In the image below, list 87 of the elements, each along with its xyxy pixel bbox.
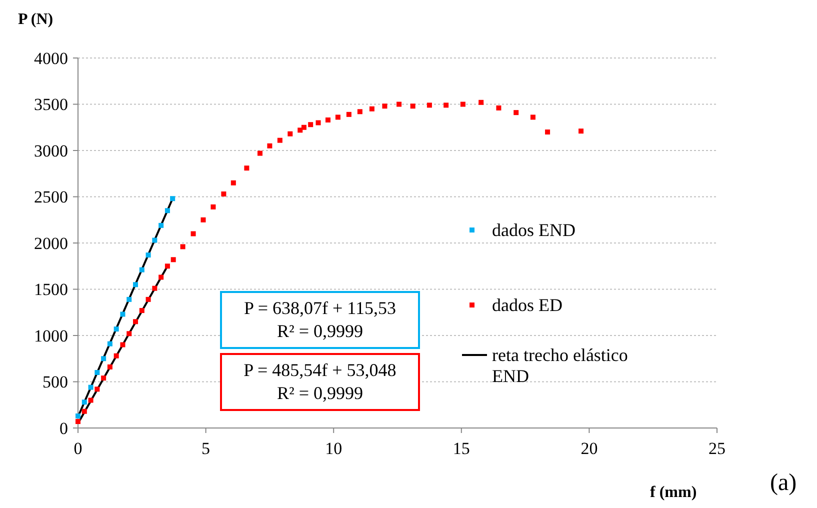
point: [277, 138, 282, 143]
point: [288, 131, 293, 136]
point: [164, 208, 170, 214]
point: [180, 244, 186, 250]
point: [126, 296, 132, 302]
point: [76, 419, 80, 424]
annotation: P = 638,07f + 115,53 R² = 0,9999: [244, 298, 396, 341]
point: [88, 384, 94, 390]
y-tick-label: 2500: [34, 188, 68, 207]
point: [114, 353, 119, 358]
point: [126, 331, 132, 336]
point: [357, 109, 362, 114]
point: [82, 408, 87, 414]
point: [82, 400, 87, 405]
y-tick-label: 2000: [34, 234, 68, 253]
point: [230, 180, 236, 186]
point: [170, 196, 176, 202]
point: [426, 102, 432, 108]
point: [164, 264, 170, 269]
x-tick-label: 0: [74, 439, 82, 458]
y-tick-label: 500: [42, 372, 68, 392]
y-tick-label: 3000: [34, 141, 68, 160]
y-tick-label: 4000: [34, 48, 68, 68]
point: [460, 102, 466, 107]
x-tick-label: 20: [580, 439, 598, 458]
point: [221, 191, 226, 196]
point: [101, 356, 106, 362]
point: [94, 370, 100, 375]
point: [146, 252, 151, 258]
point: [257, 150, 262, 156]
point: [496, 105, 502, 110]
x-tick-label: 5: [202, 439, 210, 458]
point: [114, 326, 119, 332]
y-tick-label: 0: [60, 418, 68, 438]
point: [133, 282, 138, 288]
point: [382, 104, 388, 109]
point: [133, 319, 138, 324]
point: [267, 143, 272, 148]
point: [200, 217, 206, 222]
point: [514, 110, 519, 116]
point: [301, 124, 306, 130]
point: [325, 117, 330, 122]
x-tick-label: 10: [325, 439, 342, 458]
x-axis-title: f (mm): [650, 484, 697, 501]
point: [308, 122, 314, 128]
point: [444, 102, 449, 108]
point: [152, 286, 158, 291]
legend-label: dados END: [492, 220, 576, 240]
legend-label: reta trecho elástico END: [492, 345, 628, 386]
point: [578, 128, 584, 134]
point: [316, 120, 321, 126]
point: [170, 257, 176, 262]
point: [190, 231, 196, 236]
point: [107, 364, 112, 370]
y-tick-label: 3500: [34, 95, 68, 114]
point: [107, 341, 112, 346]
text: (a): [770, 470, 797, 496]
point: [530, 114, 536, 120]
legend-label: dados ED: [492, 295, 562, 315]
point: [335, 114, 340, 120]
point: [158, 222, 164, 228]
y-tick-label: 1500: [34, 280, 68, 300]
point: [94, 386, 100, 392]
x-tick-label: 15: [452, 439, 470, 458]
point: [139, 267, 144, 272]
point: [158, 274, 164, 280]
point: [346, 112, 352, 117]
y-tick-label: 1000: [34, 326, 68, 346]
point: [88, 398, 94, 403]
point: [120, 342, 126, 348]
point: [120, 312, 126, 317]
annotation: P = 485,54f + 53,048 R² = 0,9999: [244, 360, 396, 403]
y-axis-title: P (N): [18, 11, 54, 28]
point: [478, 100, 484, 105]
x-tick-label: 25: [708, 439, 726, 458]
point: [369, 106, 374, 112]
point: [210, 204, 216, 210]
point: [76, 413, 80, 418]
point: [146, 296, 151, 302]
point: [298, 128, 303, 133]
point: [410, 104, 416, 109]
point: [139, 308, 144, 314]
point: [152, 238, 158, 243]
point: [244, 166, 250, 171]
point: [101, 376, 106, 381]
point: [396, 102, 402, 107]
point: [545, 130, 550, 134]
